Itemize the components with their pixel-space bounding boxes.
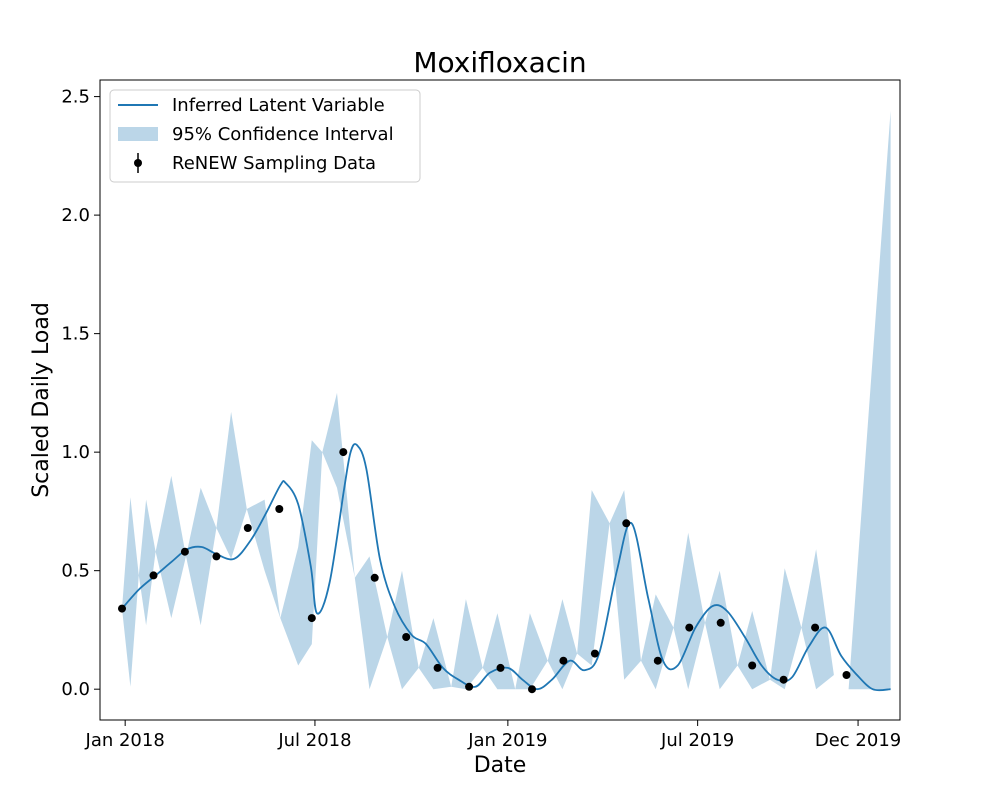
sampling-point (685, 623, 694, 632)
sampling-point (339, 448, 348, 457)
sampling-points-layer (118, 448, 851, 694)
sampling-point (118, 604, 126, 613)
legend-label-band: 95% Confidence Interval (172, 124, 394, 145)
sampling-point (402, 633, 411, 641)
sampling-point (811, 623, 820, 632)
y-tick-label: 2.0 (61, 205, 90, 226)
sampling-point (307, 614, 316, 623)
latent-variable-line (121, 443, 891, 692)
sampling-point (716, 618, 725, 627)
sampling-point (243, 524, 252, 532)
legend: Inferred Latent Variable 95% Confidence … (109, 89, 421, 183)
x-axis-label: Date (474, 753, 527, 778)
sampling-point (275, 505, 284, 513)
chart-title: Moxifloxacin (413, 46, 586, 79)
x-tick-label: Jul 2019 (660, 730, 734, 751)
sampling-point (528, 685, 536, 694)
sampling-point (370, 573, 379, 582)
sampling-point (653, 656, 662, 665)
sampling-point (622, 519, 631, 528)
sampling-point (212, 552, 221, 561)
y-tick-label: 1.5 (61, 324, 90, 345)
sampling-point (180, 547, 189, 556)
sampling-point (590, 649, 599, 658)
sampling-point (149, 571, 158, 580)
y-tick-label: 0.5 (61, 561, 90, 582)
plot-frame (99, 79, 901, 721)
sampling-point (433, 663, 442, 672)
sampling-point (779, 675, 788, 684)
legend-band-swatch (118, 127, 158, 141)
y-tick-label: 2.5 (61, 87, 90, 108)
legend-box (109, 89, 421, 183)
x-tick-label: Jul 2018 (277, 730, 351, 751)
sampling-point (496, 663, 505, 672)
y-axis-ticks: 0.0 0.5 1.0 1.5 2.0 2.5 (61, 87, 100, 700)
y-tick-label: 0.0 (61, 679, 90, 700)
latent-line-layer (121, 443, 891, 692)
legend-label-line: Inferred Latent Variable (172, 95, 385, 116)
y-tick-label: 1.0 (61, 442, 90, 463)
x-tick-label: Dec 2019 (815, 730, 901, 751)
legend-point-swatch (134, 159, 142, 167)
legend-label-points: ReNEW Sampling Data (172, 153, 376, 174)
x-axis-ticks: Jan 2018 Jul 2018 Jan 2019 Jul 2019 Dec 2019 (85, 720, 901, 751)
sampling-point (465, 682, 474, 691)
sampling-point (842, 671, 851, 679)
confidence-band-layer (122, 110, 891, 690)
sampling-point (748, 661, 757, 670)
sampling-point (559, 656, 568, 665)
x-tick-label: Jan 2019 (467, 730, 547, 751)
confidence-band (122, 110, 891, 690)
y-axis-label: Scaled Daily Load (29, 302, 54, 498)
x-tick-label: Jan 2018 (85, 730, 165, 751)
